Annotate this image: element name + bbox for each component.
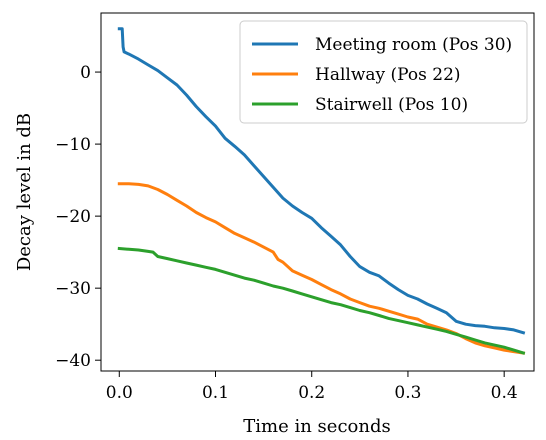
series-line-hallway [117,182,526,355]
x-tick-label: 0.3 [394,383,421,403]
legend-label-hallway: Hallway (Pos 22) [315,65,461,85]
y-axis-label: Decay level in dB [14,113,35,271]
y-tick-label: −20 [55,207,91,227]
ticks-layer: 0.0 0.1 0.2 0.3 0.4 0 −10 −20 −30 −40 [55,63,518,403]
series-layer [117,27,526,355]
legend-label-meeting-room: Meeting room (Pos 30) [315,35,512,55]
x-tick-label: 0.4 [491,383,518,403]
series-line-meeting-room [117,27,526,335]
legend: Meeting room (Pos 30) Hallway (Pos 22) S… [239,20,528,124]
y-tick-label: −10 [55,135,91,155]
x-tick-label: 0.1 [202,383,229,403]
x-tick-label: 0.2 [298,383,325,403]
y-tick-label: −40 [55,351,91,371]
plot-frame [100,12,535,372]
x-axis-label: Time in seconds [243,416,390,437]
legend-box [239,20,528,124]
legend-label-stairwell: Stairwell (Pos 10) [315,95,468,115]
y-tick-label: 0 [80,63,91,83]
y-tick-label: −30 [55,279,91,299]
x-tick-label: 0.0 [106,383,133,403]
series-line-stairwell [117,246,526,355]
